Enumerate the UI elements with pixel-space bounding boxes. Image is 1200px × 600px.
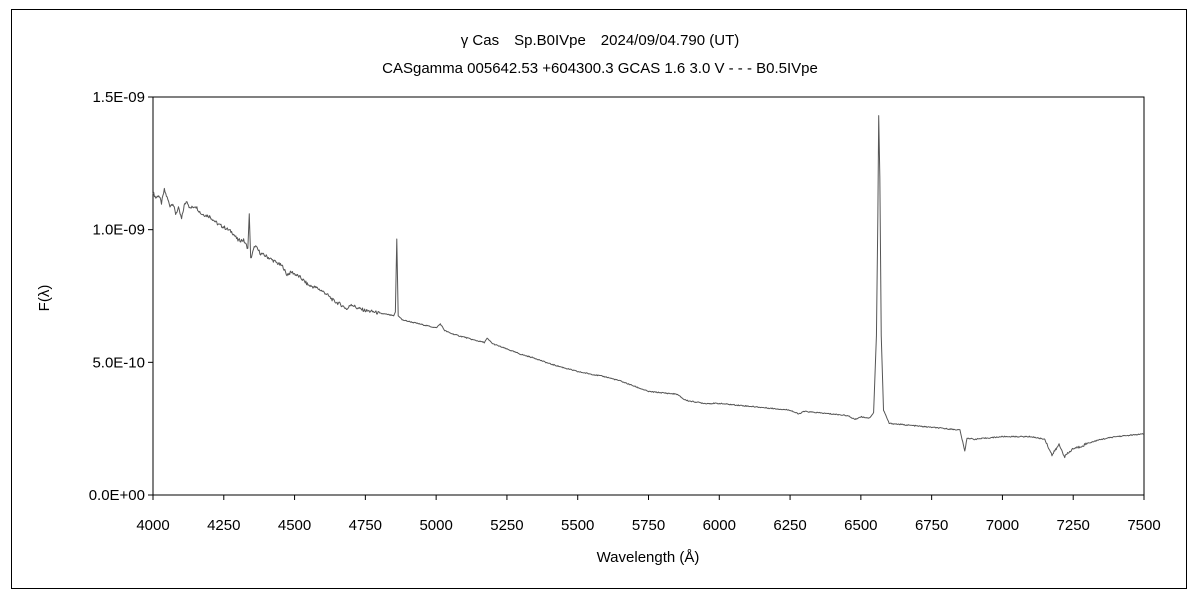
y-tick-label: 1.5E-09 xyxy=(92,89,145,106)
y-axis-label: F(λ) xyxy=(36,285,53,312)
x-tick-label: 6500 xyxy=(844,517,877,534)
chart-frame xyxy=(11,9,1187,589)
y-tick-label: 5.0E-10 xyxy=(92,354,145,371)
chart-subtitle: CASgamma 005642.53 +604300.3 GCAS 1.6 3.… xyxy=(382,60,818,77)
x-tick-label: 5000 xyxy=(419,517,452,534)
x-tick-label: 5500 xyxy=(561,517,594,534)
chart-title: γ Cas Sp.B0IVpe 2024/09/04.790 (UT) xyxy=(460,32,740,49)
spectrum-line xyxy=(152,115,1145,459)
x-tick-label: 7000 xyxy=(986,517,1019,534)
x-axis: 4000 4250 4500 4750 5000 5250 5500 5750 6000 6250… xyxy=(136,495,1161,534)
y-tick-label: 1.0E-09 xyxy=(92,222,145,239)
y-axis: 0.0E+00 5.0E-10 1.0E-09 1.5E-09 xyxy=(89,89,153,504)
x-tick-label: 5250 xyxy=(490,517,523,534)
plot-area xyxy=(152,96,1145,496)
x-tick-label: 6750 xyxy=(915,517,948,534)
x-tick-label: 4000 xyxy=(136,517,169,534)
x-tick-label: 4750 xyxy=(349,517,382,534)
x-tick-label: 7250 xyxy=(1057,517,1090,534)
series-layer xyxy=(152,115,1145,459)
x-tick-label: 4250 xyxy=(207,517,240,534)
x-axis-label: Wavelength (Å) xyxy=(597,549,700,566)
x-tick-label: 6000 xyxy=(703,517,736,534)
x-tick-label: 7500 xyxy=(1127,517,1160,534)
x-tick-label: 5750 xyxy=(632,517,665,534)
x-tick-label: 4500 xyxy=(278,517,311,534)
y-tick-label: 0.0E+00 xyxy=(89,487,145,504)
x-tick-label: 6250 xyxy=(773,517,806,534)
